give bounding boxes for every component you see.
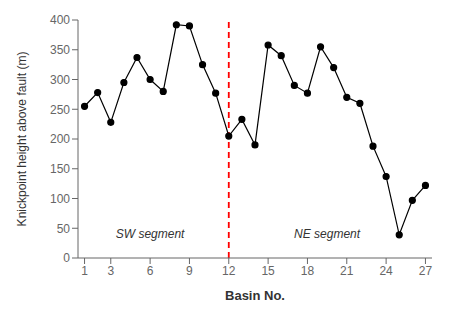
svg-text:15: 15 xyxy=(261,264,275,278)
svg-text:6: 6 xyxy=(147,264,154,278)
svg-text:9: 9 xyxy=(186,264,193,278)
svg-text:400: 400 xyxy=(50,13,70,27)
svg-text:NE segment: NE segment xyxy=(294,227,361,241)
svg-text:Basin No.: Basin No. xyxy=(225,288,285,303)
svg-text:300: 300 xyxy=(50,73,70,87)
svg-text:Knickpoint height above fault: Knickpoint height above fault (m) xyxy=(15,52,29,227)
svg-text:100: 100 xyxy=(50,192,70,206)
svg-text:SW segment: SW segment xyxy=(116,227,185,241)
svg-text:150: 150 xyxy=(50,162,70,176)
svg-text:250: 250 xyxy=(50,103,70,117)
svg-text:21: 21 xyxy=(340,264,354,278)
svg-text:12: 12 xyxy=(222,264,236,278)
svg-text:50: 50 xyxy=(57,222,71,236)
svg-text:200: 200 xyxy=(50,132,70,146)
svg-text:24: 24 xyxy=(379,264,393,278)
svg-text:18: 18 xyxy=(301,264,315,278)
svg-text:3: 3 xyxy=(107,264,114,278)
svg-text:350: 350 xyxy=(50,43,70,57)
svg-text:0: 0 xyxy=(63,251,70,265)
svg-text:1: 1 xyxy=(81,264,88,278)
svg-text:27: 27 xyxy=(419,264,433,278)
